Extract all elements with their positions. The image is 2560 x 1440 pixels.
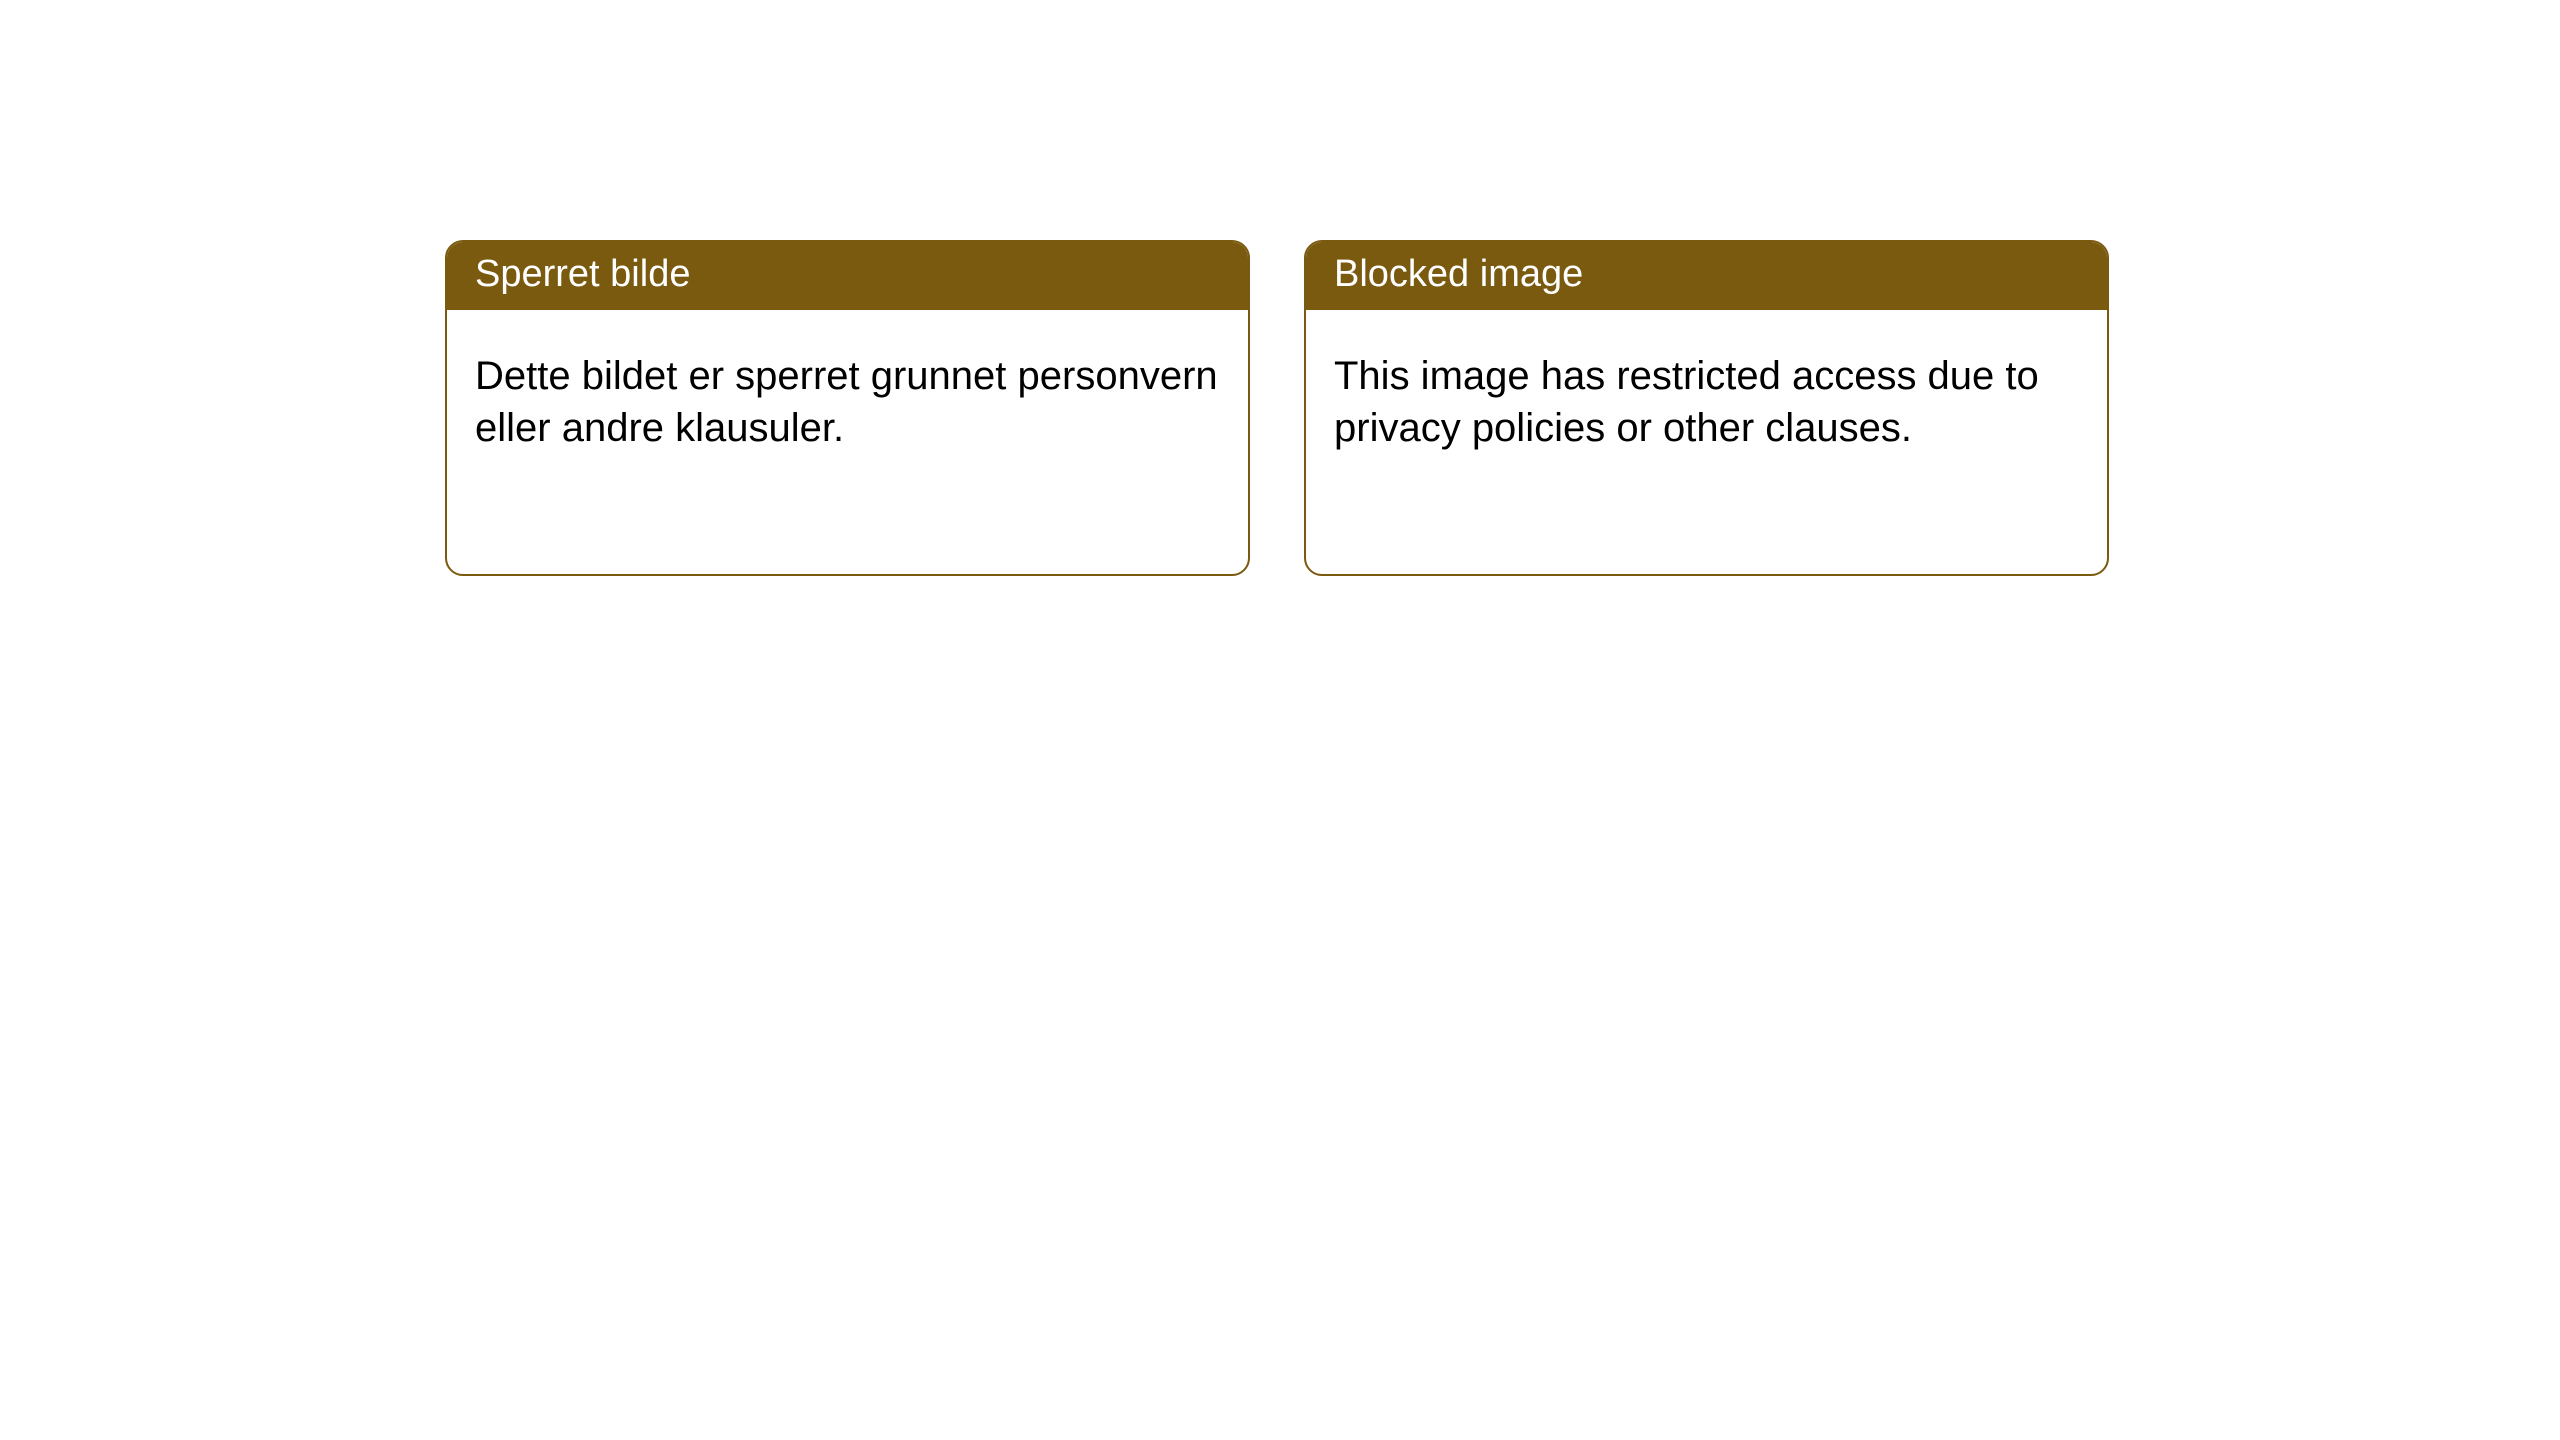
notice-body: Dette bildet er sperret grunnet personve…	[447, 310, 1248, 482]
notice-card-norwegian: Sperret bilde Dette bildet er sperret gr…	[445, 240, 1250, 576]
notice-card-english: Blocked image This image has restricted …	[1304, 240, 2109, 576]
notice-body: This image has restricted access due to …	[1306, 310, 2107, 482]
notice-header: Sperret bilde	[447, 242, 1248, 310]
notice-header: Blocked image	[1306, 242, 2107, 310]
notice-cards-container: Sperret bilde Dette bildet er sperret gr…	[0, 0, 2560, 576]
